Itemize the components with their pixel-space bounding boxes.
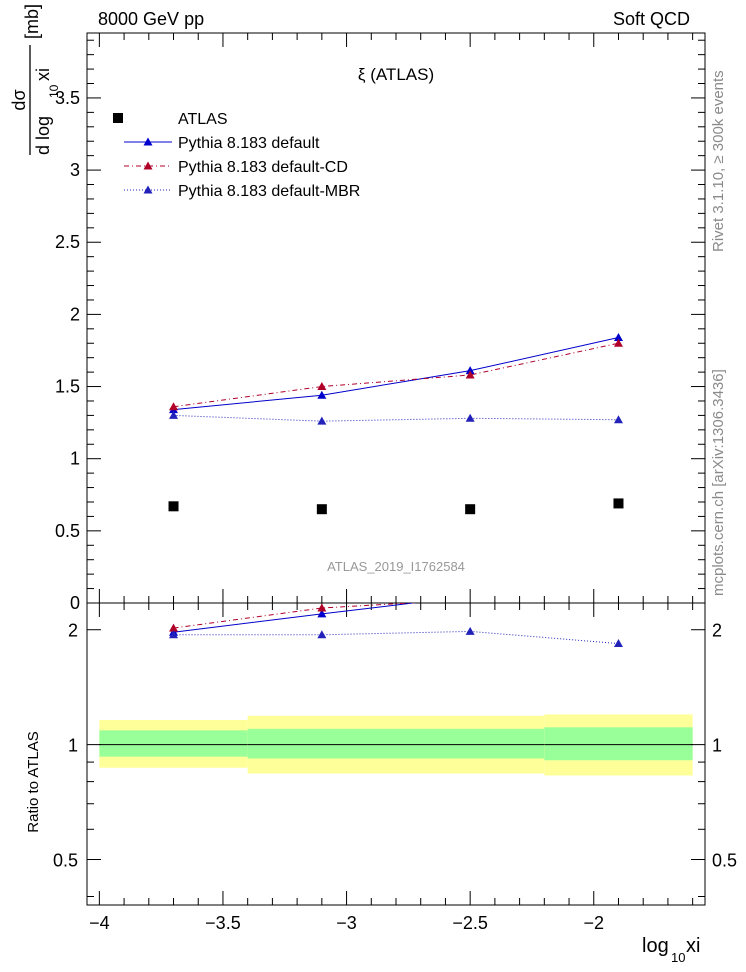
ylabel-denominator: d log [33,116,53,155]
header-right: Soft QCD [613,9,690,29]
series-marker [613,338,623,347]
ratio-series-marker [169,623,179,632]
ratio-series-line [173,603,417,633]
header-left: 8000 GeV pp [98,9,204,29]
series-line [173,342,619,408]
xtick-label: −3.5 [205,913,241,933]
series-marker [169,410,179,419]
ratio-ytick-label: 2 [68,621,78,641]
legend-label: ATLAS [178,111,228,128]
uncertainty-band-inner [99,730,248,757]
rivet-label: Rivet 3.1.10, ≥ 300k events [710,70,727,252]
legend-marker [143,137,153,146]
series-marker [317,390,327,399]
data-point [613,498,624,509]
ytick-label: 0 [70,593,80,613]
ratio-plot-panel: 0.5 0.5 1 1 2 2 −4 −3.5 −3 −2.5 −2 Ratio to ATLAS… [25,33,737,965]
legend-marker [143,161,153,170]
series-marker [465,413,475,422]
ytick-label: 1 [70,449,80,469]
ytick-label: 1.5 [55,377,80,397]
xlabel-main: log [642,935,669,957]
legend-label: Pythia 8.183 default [178,135,320,152]
ratio-ytick-label-right: 0.5 [712,851,737,871]
legend-label: Pythia 8.183 default-CD [178,159,348,176]
mcplots-label: mcplots.cern.ch [arXiv:1306.3436] [710,369,727,596]
ylabel-unit: [mb] [22,4,42,39]
series-marker [465,366,475,375]
legend-data-marker [113,113,123,123]
ytick-label: 3 [70,160,80,180]
ylabel-variable: xi [33,68,53,81]
plot-title: ξ (ATLAS) [358,65,434,84]
ratio-ytick-label-right: 2 [712,621,722,641]
series-marker [465,370,475,379]
ratio-ytick-label-right: 1 [712,736,722,756]
ylabel-numerator: dσ [9,89,29,110]
ratio-series-marker [317,603,327,612]
ratio-series-line [173,603,419,629]
xlabel-variable: xi [686,935,700,957]
data-point [465,504,476,515]
series-marker [169,402,179,411]
ytick-label: 3.5 [55,88,80,108]
legend-marker [143,185,153,194]
x-axis-label: log 10 xi [642,935,700,965]
xtick-label: −2 [583,913,604,933]
data-point [168,501,179,512]
data-point [316,504,327,515]
ytick-label: 2 [70,304,80,324]
xtick-label: −4 [89,913,110,933]
ratio-series-line [173,630,619,645]
ratio-series-marker [317,609,327,618]
ratio-series-marker [465,626,475,635]
uncertainty-band-inner [544,727,693,761]
analysis-label: ATLAS_2019_I1762584 [327,559,465,574]
ratio-ylabel: Ratio to ATLAS [25,731,42,832]
series-line [173,414,619,422]
ratio-series-marker [169,630,179,639]
ratio-series-marker [317,630,327,639]
y-axis-label: dσ d log 10 xi [mb] [9,4,61,155]
ytick-label: 2.5 [55,232,80,252]
main-plot-panel: 0 0.5 1 1.5 2 2.5 3 3.5 ξ (ATLAS) ATLAS_2019_I1… [9,4,706,613]
series-marker [613,332,623,341]
ratio-series-marker [614,582,623,590]
xtick-label: −3 [336,913,357,933]
ratio-series-marker [614,582,623,590]
ratio-ytick-label: 1 [68,736,78,756]
ylabel-subscript: 10 [47,84,61,98]
ytick-label: 0.5 [55,521,80,541]
ratio-series-marker [613,639,623,648]
ratio-series-marker [465,603,475,604]
ratio-ytick-label: 0.5 [53,851,78,871]
legend-label: Pythia 8.183 default-MBR [178,183,360,200]
series-marker [317,416,327,425]
series-marker [317,382,327,391]
series-marker [613,415,623,424]
uncertainty-band-inner [247,728,545,759]
xlabel-subscript: 10 [671,950,685,965]
legend: ATLAS Pythia 8.183 default Pythia 8.183 de… [113,111,360,200]
xtick-label: −2.5 [452,913,488,933]
series-line [173,336,619,411]
